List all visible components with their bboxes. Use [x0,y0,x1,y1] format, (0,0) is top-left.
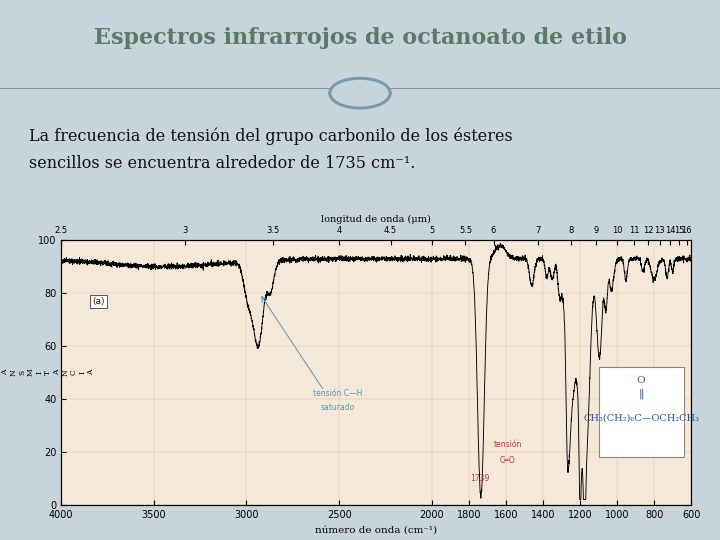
Text: (a): (a) [93,297,105,306]
Y-axis label: %
T
R
A
N
S
M
I
T
A
N
C
I
A: % T R A N S M I T A N C I A [0,369,95,376]
Text: CH₃(CH₂)₆C—OCH₂CH₃: CH₃(CH₂)₆C—OCH₂CH₃ [583,413,699,422]
Text: C═O: C═O [500,456,516,464]
Text: tensión: tensión [494,440,522,449]
Text: ‖: ‖ [639,388,644,399]
Bar [598,367,684,457]
Ellipse shape [330,78,390,108]
Text: sencillos se encuentra alrededor de 1735 cm⁻¹.: sencillos se encuentra alrededor de 1735… [29,155,415,172]
Text: Espectros infrarrojos de octanoato de etilo: Espectros infrarrojos de octanoato de et… [94,28,626,49]
X-axis label: longitud de onda (μm): longitud de onda (μm) [321,215,431,224]
Text: La frecuencia de tensión del grupo carbonilo de los ésteres: La frecuencia de tensión del grupo carbo… [29,127,513,145]
Text: 1739: 1739 [470,474,490,483]
Text: saturado: saturado [320,403,354,411]
Text: tensión C—H: tensión C—H [312,389,362,399]
X-axis label: número de onda (cm⁻¹): número de onda (cm⁻¹) [315,525,437,534]
Text: O: O [637,376,646,385]
